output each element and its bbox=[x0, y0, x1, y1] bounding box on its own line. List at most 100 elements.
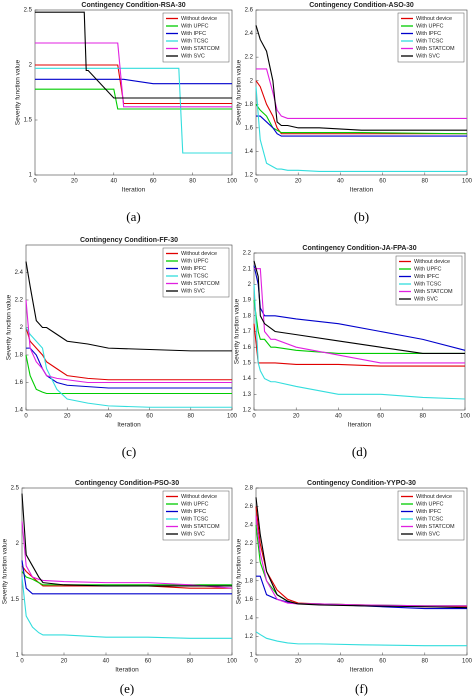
y-tick-label: 2.4 bbox=[15, 270, 24, 276]
y-tick-label: 1.6 bbox=[15, 380, 24, 386]
x-axis-label: Iteration bbox=[122, 187, 146, 194]
series-line bbox=[21, 565, 232, 589]
series-line bbox=[255, 80, 467, 135]
x-tick-label: 80 bbox=[187, 659, 194, 665]
y-axis-label: Severity function value bbox=[2, 538, 9, 604]
series-line bbox=[256, 115, 467, 137]
series-line bbox=[253, 260, 465, 355]
y-tick-label: 2 bbox=[250, 560, 254, 566]
legend-label: With SVC bbox=[416, 531, 440, 537]
x-tick-label: 0 bbox=[254, 179, 258, 185]
legend-label: Without device bbox=[416, 16, 452, 22]
x-tick-label: 80 bbox=[189, 179, 196, 185]
series-line bbox=[254, 268, 465, 364]
legend-label: With IPFC bbox=[181, 509, 206, 515]
legend-label: With TCSC bbox=[181, 516, 208, 522]
x-tick-label: 100 bbox=[462, 659, 473, 665]
legend-label: With IPFC bbox=[181, 31, 206, 37]
y-axis-label: Severity function value bbox=[15, 59, 22, 125]
y-tick-label: 1.2 bbox=[245, 634, 254, 640]
y-tick-label: 1 bbox=[250, 653, 254, 659]
legend-label: With UPFC bbox=[414, 266, 442, 272]
series-line bbox=[255, 515, 467, 607]
x-tick-label: 40 bbox=[105, 414, 112, 420]
series-line bbox=[25, 327, 232, 381]
series-line bbox=[35, 78, 232, 85]
legend-label: With TCSC bbox=[416, 516, 443, 522]
y-tick-label: 2 bbox=[20, 325, 24, 331]
legend-label: With STATCOM bbox=[416, 46, 455, 52]
y-axis-label: Severity function value bbox=[236, 538, 243, 604]
x-tick-label: 100 bbox=[462, 179, 473, 185]
legend-label: With SVC bbox=[181, 53, 205, 59]
legend-label: With UPFC bbox=[181, 23, 209, 29]
y-tick-label: 1.6 bbox=[243, 345, 252, 351]
legend-label: With SVC bbox=[181, 288, 205, 294]
legend-label: Without device bbox=[416, 494, 452, 500]
chart-title: Contingency Condition-RSA-30 bbox=[81, 2, 185, 9]
y-tick-label: 1.4 bbox=[245, 149, 254, 155]
x-tick-label: 0 bbox=[33, 179, 37, 185]
series-line bbox=[35, 67, 232, 154]
y-tick-label: 1.9 bbox=[243, 298, 252, 304]
legend-label: With STATCOM bbox=[414, 289, 453, 295]
legend-label: With TCSC bbox=[414, 281, 441, 287]
x-tick-label: 40 bbox=[337, 179, 344, 185]
x-tick-label: 40 bbox=[103, 659, 110, 665]
series-line bbox=[253, 323, 465, 367]
y-tick-label: 1.8 bbox=[15, 353, 24, 359]
y-axis-label: Severity function value bbox=[236, 59, 243, 125]
legend-box bbox=[162, 490, 230, 541]
y-tick-label: 1.8 bbox=[243, 313, 252, 319]
series-line bbox=[253, 284, 466, 400]
panel-caption: (c) bbox=[122, 444, 136, 459]
y-tick-label: 1.6 bbox=[245, 597, 254, 603]
legend-label: With IPFC bbox=[416, 31, 441, 37]
x-tick-label: 0 bbox=[252, 414, 256, 420]
legend-label: Without device bbox=[181, 16, 217, 22]
x-tick-label: 40 bbox=[337, 659, 344, 665]
x-axis-label: Iteration bbox=[350, 667, 374, 674]
x-tick-label: 100 bbox=[460, 414, 471, 420]
y-tick-label: 2.4 bbox=[245, 523, 254, 529]
y-tick-label: 2 bbox=[29, 63, 33, 69]
legend-box bbox=[162, 247, 230, 298]
x-tick-label: 20 bbox=[295, 659, 302, 665]
chart-title: Contingency Condition-PSO-30 bbox=[75, 480, 179, 487]
series-line bbox=[256, 68, 467, 119]
y-tick-label: 1.5 bbox=[24, 118, 33, 124]
legend-label: With STATCOM bbox=[181, 281, 220, 287]
y-axis-label: Severity function value bbox=[234, 298, 241, 364]
series-line bbox=[21, 521, 233, 589]
legend-box bbox=[397, 12, 465, 63]
y-tick-label: 2.2 bbox=[15, 298, 24, 304]
series-line bbox=[255, 86, 467, 173]
y-tick-label: 2.2 bbox=[245, 541, 254, 547]
y-tick-label: 1.4 bbox=[243, 376, 252, 382]
x-tick-label: 80 bbox=[421, 659, 428, 665]
series-line bbox=[21, 560, 232, 595]
x-tick-label: 100 bbox=[227, 659, 238, 665]
x-axis-label: Iteration bbox=[117, 422, 141, 429]
legend-label: With UPFC bbox=[416, 23, 444, 29]
series-line bbox=[26, 347, 232, 389]
series-line bbox=[35, 88, 232, 110]
series-line bbox=[255, 497, 468, 609]
x-tick-label: 60 bbox=[377, 414, 384, 420]
y-tick-label: 1.5 bbox=[243, 360, 252, 366]
legend-label: With UPFC bbox=[181, 258, 209, 264]
legend-label: Without device bbox=[181, 251, 217, 257]
x-tick-label: 20 bbox=[293, 414, 300, 420]
x-tick-label: 100 bbox=[227, 179, 238, 185]
panel-caption: (e) bbox=[120, 681, 134, 696]
y-tick-label: 1.4 bbox=[245, 615, 254, 621]
legend-label: With STATCOM bbox=[181, 46, 220, 52]
series-line bbox=[21, 493, 232, 587]
series-line bbox=[255, 25, 467, 131]
series-line bbox=[21, 577, 232, 639]
series-line bbox=[255, 103, 468, 135]
x-tick-label: 80 bbox=[187, 414, 194, 420]
chart-title: Contingency Condition-YYPO-30 bbox=[307, 480, 416, 487]
panel-caption: (d) bbox=[352, 444, 367, 459]
legend-label: With TCSC bbox=[181, 273, 208, 279]
